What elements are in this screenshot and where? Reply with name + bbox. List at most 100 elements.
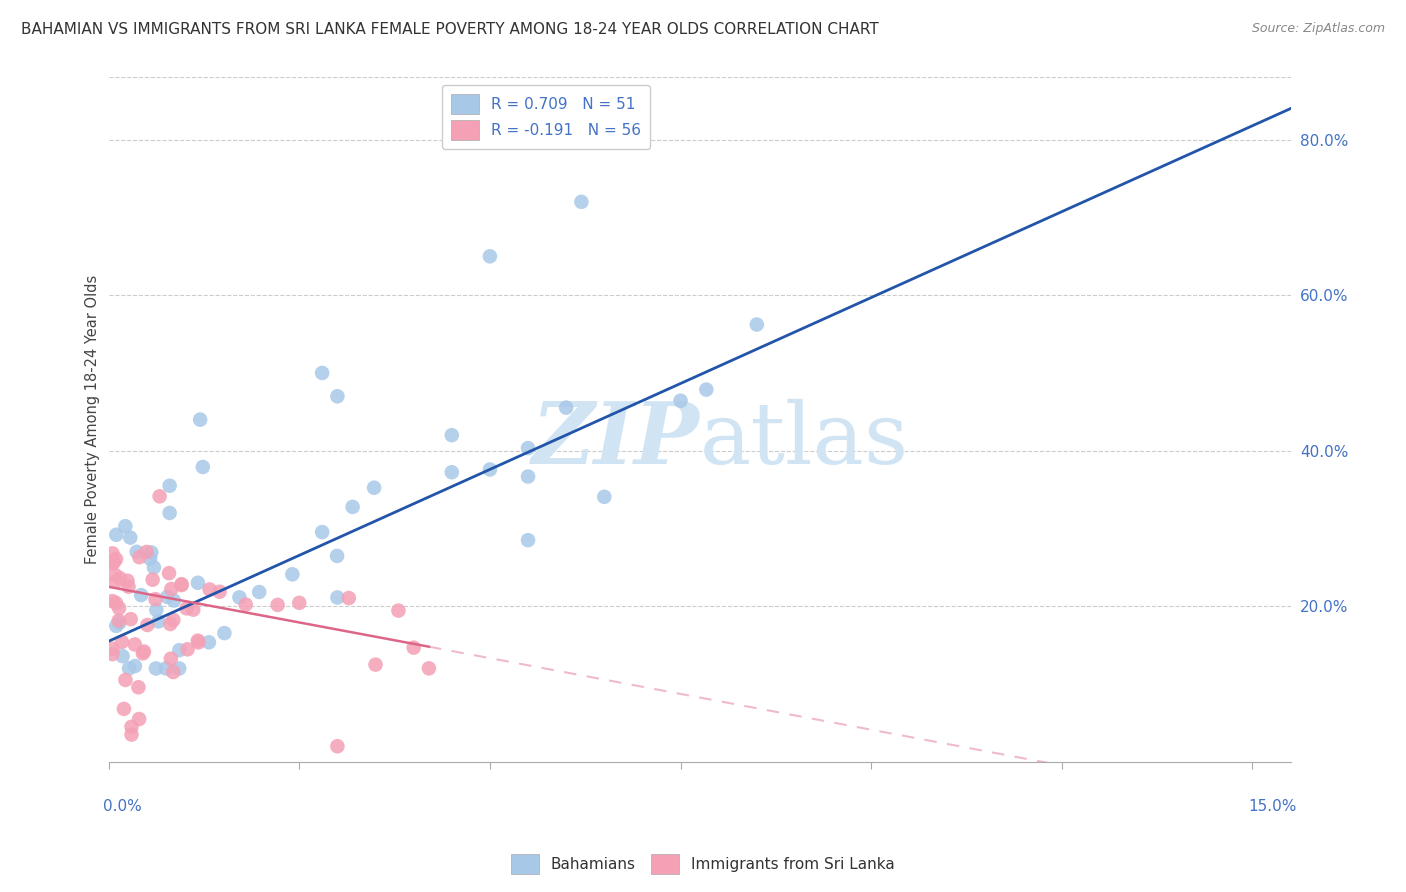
Point	[176, 642, 198, 657]
Point	[266, 598, 288, 612]
Point	[214, 626, 236, 640]
Point	[127, 680, 149, 694]
Point	[288, 596, 311, 610]
Point	[124, 659, 146, 673]
Point	[188, 412, 211, 426]
Point	[337, 591, 360, 605]
Point	[160, 582, 183, 596]
Point	[208, 584, 231, 599]
Point	[228, 591, 250, 605]
Point	[440, 465, 463, 479]
Point	[311, 525, 333, 540]
Point	[108, 615, 131, 630]
Point	[418, 661, 440, 675]
Text: ZIP: ZIP	[531, 399, 700, 482]
Point	[342, 500, 364, 514]
Point	[478, 249, 501, 263]
Point	[101, 647, 124, 661]
Point	[124, 637, 146, 651]
Point	[326, 389, 349, 403]
Point	[478, 462, 501, 476]
Point	[695, 383, 717, 397]
Point	[141, 545, 163, 559]
Point	[281, 567, 304, 582]
Point	[311, 366, 333, 380]
Point	[170, 578, 193, 592]
Point	[101, 641, 124, 656]
Text: atlas: atlas	[700, 399, 908, 482]
Point	[121, 728, 143, 742]
Y-axis label: Female Poverty Among 18-24 Year Olds: Female Poverty Among 18-24 Year Olds	[86, 275, 100, 565]
Point	[117, 574, 139, 588]
Text: Source: ZipAtlas.com: Source: ZipAtlas.com	[1251, 22, 1385, 36]
Point	[145, 592, 167, 607]
Point	[387, 604, 409, 618]
Point	[136, 618, 159, 632]
Point	[104, 574, 127, 589]
Point	[112, 702, 135, 716]
Point	[191, 460, 214, 475]
Point	[114, 519, 136, 533]
Point	[104, 596, 127, 610]
Point	[160, 651, 183, 665]
Point	[157, 566, 180, 581]
Point	[128, 550, 150, 565]
Point	[167, 661, 190, 675]
Point	[198, 582, 221, 597]
Point	[364, 657, 387, 672]
Text: 15.0%: 15.0%	[1249, 799, 1296, 814]
Point	[187, 635, 209, 649]
Point	[105, 528, 128, 542]
Point	[235, 598, 257, 612]
Legend: R = 0.709   N = 51, R = -0.191   N = 56: R = 0.709 N = 51, R = -0.191 N = 56	[441, 85, 650, 149]
Point	[120, 531, 142, 545]
Point	[118, 661, 141, 675]
Point	[159, 617, 181, 632]
Point	[104, 567, 127, 582]
Point	[163, 593, 186, 607]
Point	[326, 591, 349, 605]
Point	[145, 603, 167, 617]
Point	[162, 665, 184, 679]
Legend: Bahamians, Immigrants from Sri Lanka: Bahamians, Immigrants from Sri Lanka	[505, 848, 901, 880]
Point	[187, 633, 209, 648]
Point	[132, 646, 155, 660]
Point	[145, 661, 167, 675]
Point	[103, 555, 125, 569]
Point	[139, 551, 162, 566]
Point	[120, 612, 142, 626]
Point	[149, 489, 172, 503]
Point	[108, 601, 131, 615]
Point	[132, 644, 155, 658]
Point	[669, 393, 692, 408]
Point	[111, 649, 134, 664]
Point	[187, 575, 209, 590]
Text: 0.0%: 0.0%	[103, 799, 142, 814]
Point	[593, 490, 616, 504]
Point	[101, 546, 124, 560]
Text: BAHAMIAN VS IMMIGRANTS FROM SRI LANKA FEMALE POVERTY AMONG 18-24 YEAR OLDS CORRE: BAHAMIAN VS IMMIGRANTS FROM SRI LANKA FE…	[21, 22, 879, 37]
Point	[440, 428, 463, 442]
Point	[155, 661, 177, 675]
Point	[176, 601, 198, 615]
Point	[105, 619, 128, 633]
Point	[142, 560, 165, 574]
Point	[125, 545, 148, 559]
Point	[108, 571, 131, 585]
Point	[111, 635, 134, 649]
Point	[105, 552, 128, 566]
Point	[148, 615, 170, 629]
Point	[170, 577, 193, 591]
Point	[162, 613, 184, 627]
Point	[129, 588, 152, 602]
Point	[169, 643, 191, 657]
Point	[114, 673, 136, 687]
Point	[402, 640, 425, 655]
Point	[121, 720, 143, 734]
Point	[555, 401, 578, 415]
Point	[363, 481, 385, 495]
Point	[101, 557, 124, 571]
Point	[101, 594, 124, 608]
Point	[135, 545, 157, 559]
Point	[745, 318, 768, 332]
